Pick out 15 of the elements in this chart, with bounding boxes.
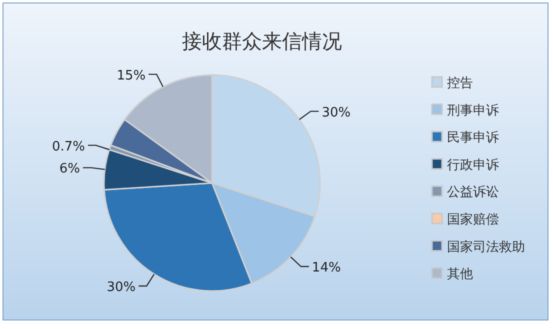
chart-title: 接收群众来信情况 (182, 29, 342, 53)
legend-label: 控告 (447, 76, 473, 91)
legend-label: 民事申诉 (447, 130, 499, 146)
data-label: 30% (106, 280, 136, 296)
data-label: 14% (312, 260, 341, 276)
legend-label: 行政申诉 (447, 158, 499, 173)
data-label: 6% (59, 162, 80, 177)
legend-label: 公益诉讼 (447, 185, 499, 200)
data-label: 15% (116, 68, 146, 84)
legend-label: 其他 (447, 267, 473, 282)
legend-label: 刑事申诉 (447, 103, 499, 118)
data-label: 30% (322, 105, 351, 120)
legend-label: 国家赔偿 (447, 212, 499, 228)
data-label: 0.7% (52, 139, 85, 154)
legend-label: 国家司法救助 (447, 238, 525, 255)
